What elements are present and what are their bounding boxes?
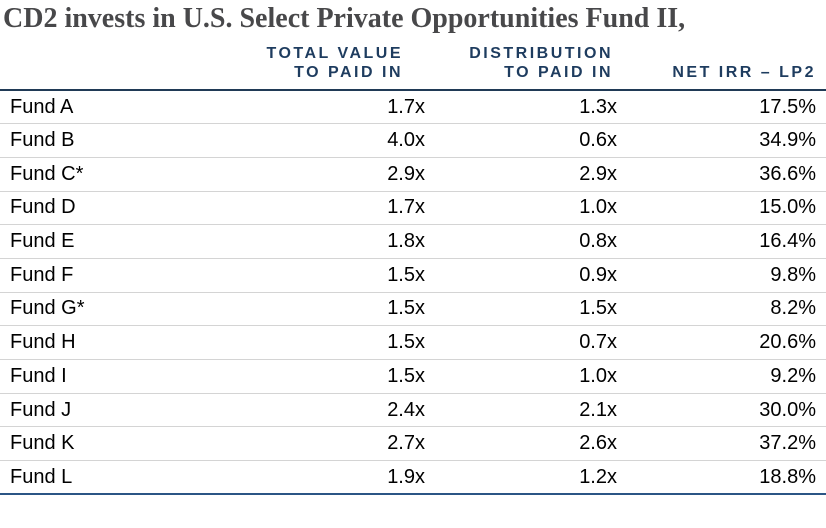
irr-cell: 9.2% (617, 359, 826, 394)
irr-cell: 18.8% (617, 460, 826, 496)
slide: CD2 invests in U.S. Select Private Oppor… (0, 2, 826, 496)
dpi-cell: 2.9x (425, 157, 617, 192)
dpi-cell: 0.8x (425, 224, 617, 259)
tvpi-cell: 1.5x (190, 258, 425, 293)
table-row: Fund B 4.0x 0.6x 34.9% (0, 123, 826, 158)
dpi-cell: 2.1x (425, 393, 617, 428)
fund-name-cell: Fund K (0, 426, 190, 462)
fund-name-cell: Fund L (0, 460, 190, 496)
table-row: Fund L 1.9x 1.2x 18.8% (0, 460, 826, 496)
table-row: Fund I 1.5x 1.0x 9.2% (0, 359, 826, 394)
dpi-cell: 0.9x (425, 258, 617, 293)
fund-name-cell: Fund G* (0, 292, 190, 327)
dpi-cell: 1.5x (425, 292, 617, 327)
fund-name-cell: Fund D (0, 191, 190, 226)
irr-cell: 36.6% (617, 157, 826, 192)
fund-name-cell: Fund A (0, 90, 190, 125)
irr-cell: 37.2% (617, 426, 826, 462)
fund-name-cell: Fund B (0, 123, 190, 158)
table-row: Fund A 1.7x 1.3x 17.5% (0, 90, 826, 125)
column-header-total-value-to-paid-in: TOTAL VALUE TO PAID IN (190, 44, 425, 91)
column-header-net-irr-lp2: NET IRR – LP2 (617, 44, 826, 91)
table-row: Fund G* 1.5x 1.5x 8.2% (0, 292, 826, 327)
irr-cell: 17.5% (617, 90, 826, 125)
tvpi-cell: 1.5x (190, 325, 425, 360)
dpi-cell: 1.2x (425, 460, 617, 496)
table-row: Fund J 2.4x 2.1x 30.0% (0, 393, 826, 428)
header-line: TO PAID IN (504, 64, 613, 81)
table-row: Fund C* 2.9x 2.9x 36.6% (0, 157, 826, 192)
tvpi-cell: 1.7x (190, 90, 425, 125)
table-row: Fund F 1.5x 0.9x 9.8% (0, 258, 826, 293)
header-line: NET IRR – LP2 (672, 64, 816, 81)
fund-name-cell: Fund I (0, 359, 190, 394)
tvpi-cell: 2.7x (190, 426, 425, 462)
tvpi-cell: 2.9x (190, 157, 425, 192)
tvpi-cell: 4.0x (190, 123, 425, 158)
column-header-distribution-to-paid-in: DISTRIBUTION TO PAID IN (425, 44, 617, 91)
page-title: CD2 invests in U.S. Select Private Oppor… (3, 3, 686, 34)
table-row: Fund E 1.8x 0.8x 16.4% (0, 224, 826, 259)
fund-name-cell: Fund J (0, 393, 190, 428)
header-line: TOTAL VALUE (266, 45, 403, 62)
tvpi-cell: 1.5x (190, 292, 425, 327)
table-row: Fund D 1.7x 1.0x 15.0% (0, 191, 826, 226)
dpi-cell: 0.7x (425, 325, 617, 360)
tvpi-cell: 1.5x (190, 359, 425, 394)
header-line: TO PAID IN (294, 64, 403, 81)
dpi-cell: 2.6x (425, 426, 617, 462)
dpi-cell: 1.0x (425, 359, 617, 394)
irr-cell: 34.9% (617, 123, 826, 158)
table-row: Fund K 2.7x 2.6x 37.2% (0, 426, 826, 462)
table-header-row: TOTAL VALUE TO PAID IN DISTRIBUTION TO P… (0, 44, 826, 91)
irr-cell: 15.0% (617, 191, 826, 226)
column-header-fund (0, 44, 190, 91)
dpi-cell: 0.6x (425, 123, 617, 158)
irr-cell: 20.6% (617, 325, 826, 360)
irr-cell: 16.4% (617, 224, 826, 259)
fund-name-cell: Fund H (0, 325, 190, 360)
fund-performance-table: TOTAL VALUE TO PAID IN DISTRIBUTION TO P… (0, 44, 826, 496)
tvpi-cell: 2.4x (190, 393, 425, 428)
tvpi-cell: 1.7x (190, 191, 425, 226)
tvpi-cell: 1.8x (190, 224, 425, 259)
table-row: Fund H 1.5x 0.7x 20.6% (0, 325, 826, 360)
irr-cell: 8.2% (617, 292, 826, 327)
dpi-cell: 1.3x (425, 90, 617, 125)
fund-name-cell: Fund E (0, 224, 190, 259)
fund-name-cell: Fund F (0, 258, 190, 293)
header-line: DISTRIBUTION (469, 45, 613, 62)
irr-cell: 9.8% (617, 258, 826, 293)
irr-cell: 30.0% (617, 393, 826, 428)
dpi-cell: 1.0x (425, 191, 617, 226)
fund-name-cell: Fund C* (0, 157, 190, 192)
tvpi-cell: 1.9x (190, 460, 425, 496)
